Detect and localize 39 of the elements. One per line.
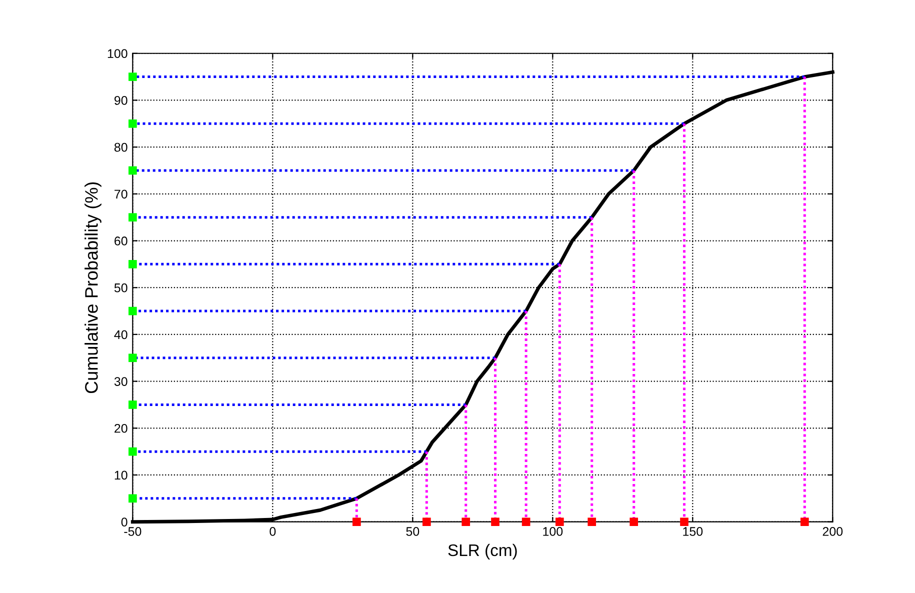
point [630, 518, 638, 526]
point [422, 518, 431, 526]
point [128, 260, 137, 268]
point [522, 518, 530, 526]
x-tick-label: 200 [822, 527, 843, 536]
x-tick-label: 50 [406, 527, 420, 536]
point [128, 494, 137, 503]
y-tick-label: 40 [114, 330, 128, 340]
y-tick-label: 80 [114, 142, 128, 152]
point [680, 518, 688, 526]
y-tick-label: 90 [114, 96, 128, 105]
x-tick-label: 150 [683, 527, 703, 536]
y-axis-title: Cumulative Probability (%) [84, 182, 102, 394]
y-tick-label: 70 [114, 190, 128, 199]
point [491, 518, 500, 526]
point [128, 447, 137, 456]
point [128, 354, 137, 362]
point [128, 213, 137, 222]
point [128, 166, 137, 175]
x-tick-label: -50 [124, 527, 142, 536]
x-tick-label: 0 [270, 527, 276, 536]
point [462, 518, 470, 526]
point [128, 306, 137, 316]
point [555, 518, 564, 526]
x-axis-title: SLR (cm) [448, 544, 517, 560]
point [128, 72, 137, 81]
y-tick-label: 10 [114, 470, 128, 480]
y-tick-label: 100 [108, 49, 128, 58]
y-tick-label: 60 [114, 236, 128, 246]
x-tick-label: 100 [543, 527, 563, 536]
point [588, 518, 596, 526]
y-tick-label: 0 [121, 518, 128, 526]
point [800, 518, 809, 526]
y-tick-label: 50 [114, 283, 128, 292]
y-tick-label: 30 [114, 377, 128, 386]
point [128, 400, 137, 409]
y-tick-label: 20 [114, 424, 128, 433]
point [352, 518, 361, 526]
point [128, 119, 137, 128]
